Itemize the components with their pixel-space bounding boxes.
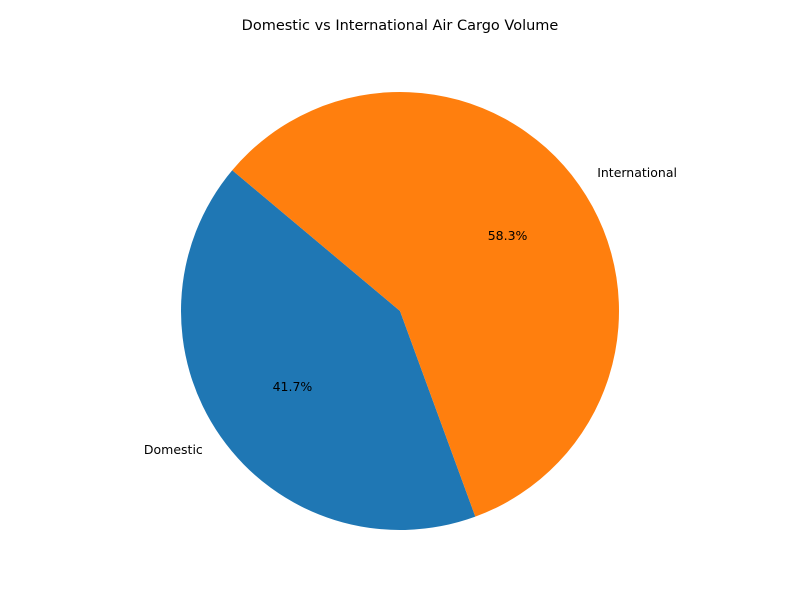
pie-slice-international	[232, 92, 620, 517]
chart-title: Domestic vs International Air Cargo Volu…	[242, 18, 559, 34]
percent-label-international: 58.3%	[488, 228, 528, 243]
slice-label-international: International	[597, 165, 677, 180]
percent-label-domestic: 41.7%	[273, 379, 313, 394]
pie-slice-domestic	[181, 170, 476, 531]
pie-slices	[181, 92, 620, 531]
slice-label-domestic: Domestic	[144, 442, 203, 457]
pie-labels: Domestic 41.7% International 58.3%	[144, 165, 677, 457]
